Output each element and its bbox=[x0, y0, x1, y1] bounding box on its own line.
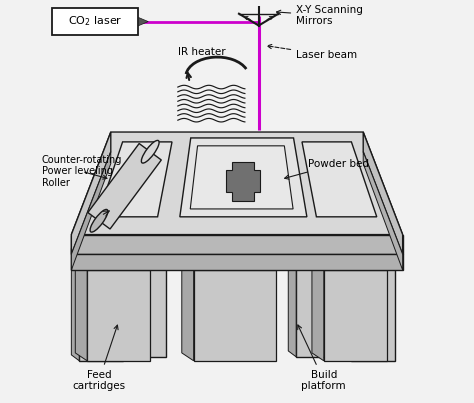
Polygon shape bbox=[324, 270, 387, 361]
Polygon shape bbox=[79, 254, 123, 361]
Polygon shape bbox=[351, 254, 395, 361]
Polygon shape bbox=[127, 254, 166, 357]
Text: Feed
cartridges: Feed cartridges bbox=[73, 325, 126, 391]
Polygon shape bbox=[226, 162, 260, 201]
Text: CO$_2$ laser: CO$_2$ laser bbox=[68, 15, 122, 29]
Text: Counter-rotating
Power leveling
Roller: Counter-rotating Power leveling Roller bbox=[42, 155, 122, 188]
Polygon shape bbox=[97, 142, 172, 217]
Polygon shape bbox=[193, 270, 276, 361]
Polygon shape bbox=[302, 142, 377, 217]
Polygon shape bbox=[118, 248, 127, 357]
Text: Build
platform: Build platform bbox=[298, 325, 346, 391]
Polygon shape bbox=[182, 262, 193, 361]
Text: IR heater: IR heater bbox=[178, 47, 225, 57]
Polygon shape bbox=[72, 248, 79, 361]
Polygon shape bbox=[72, 132, 402, 235]
Polygon shape bbox=[72, 152, 111, 270]
Polygon shape bbox=[72, 254, 402, 270]
Polygon shape bbox=[363, 132, 402, 254]
Polygon shape bbox=[344, 248, 351, 361]
Polygon shape bbox=[75, 262, 87, 361]
Polygon shape bbox=[288, 248, 296, 357]
Polygon shape bbox=[88, 143, 161, 229]
Polygon shape bbox=[363, 152, 402, 270]
Polygon shape bbox=[72, 235, 402, 254]
Polygon shape bbox=[312, 262, 324, 361]
Ellipse shape bbox=[141, 140, 159, 163]
Polygon shape bbox=[180, 138, 307, 217]
Text: X-Y Scanning
Mirrors: X-Y Scanning Mirrors bbox=[276, 5, 363, 27]
Polygon shape bbox=[296, 254, 336, 357]
Text: Laser beam: Laser beam bbox=[267, 44, 357, 60]
Polygon shape bbox=[190, 146, 293, 209]
Polygon shape bbox=[138, 17, 148, 26]
Text: Powder bed: Powder bed bbox=[285, 159, 369, 179]
FancyBboxPatch shape bbox=[52, 8, 138, 35]
Ellipse shape bbox=[90, 210, 108, 232]
Polygon shape bbox=[72, 132, 111, 254]
Polygon shape bbox=[87, 270, 150, 361]
